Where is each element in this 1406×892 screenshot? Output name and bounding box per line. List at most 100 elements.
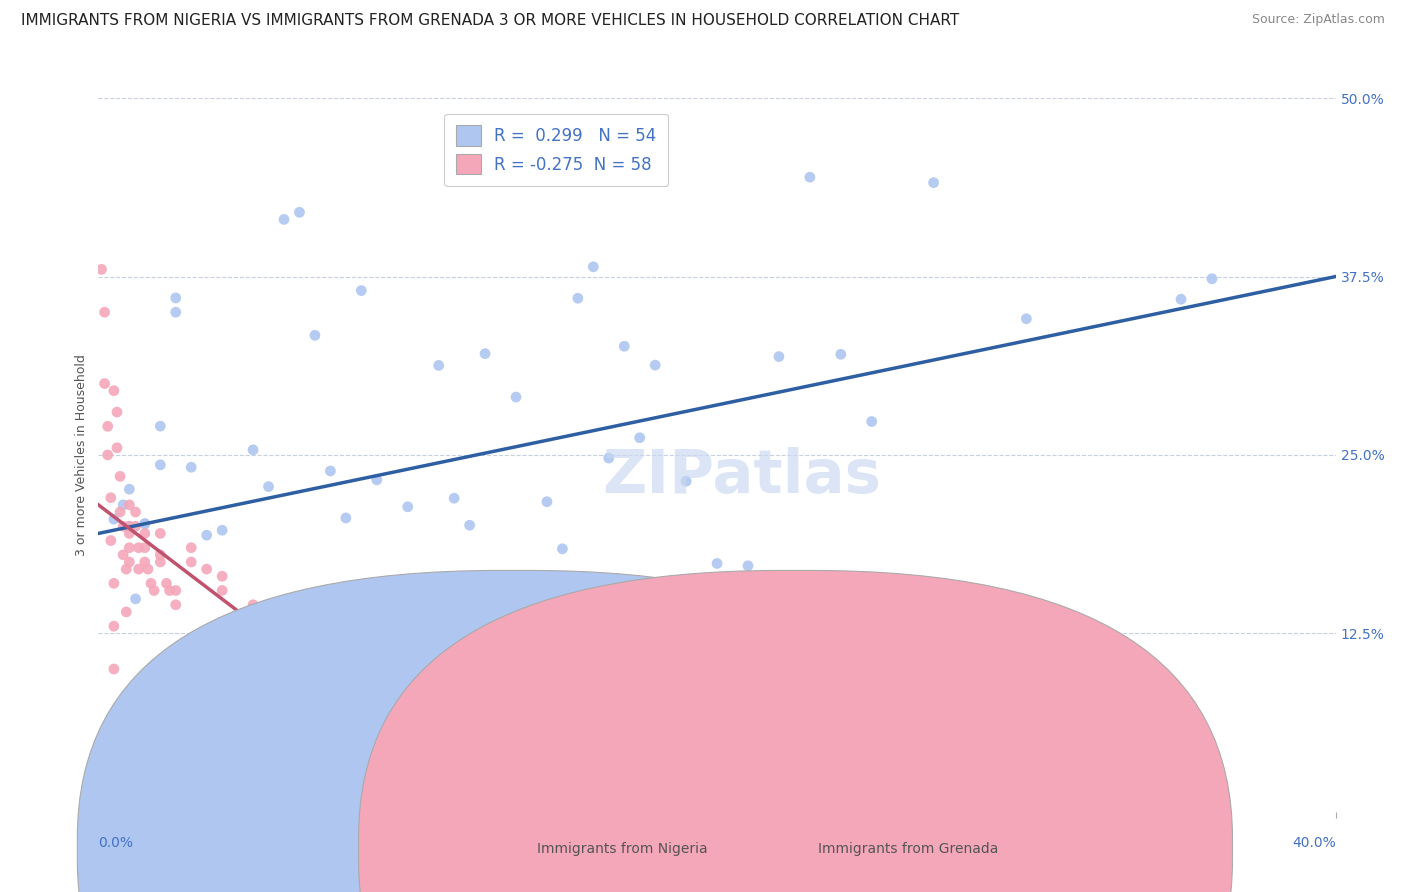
Point: [628, 431, 651, 445]
Point: [118, 498, 141, 512]
Point: [582, 755, 605, 769]
Point: [567, 291, 589, 305]
Point: [128, 541, 150, 555]
Point: [112, 498, 135, 512]
Point: [118, 555, 141, 569]
Point: [118, 519, 141, 533]
Text: Source: ZipAtlas.com: Source: ZipAtlas.com: [1251, 13, 1385, 27]
Text: ZIPatlas: ZIPatlas: [602, 447, 882, 506]
Point: [257, 480, 280, 494]
Point: [149, 526, 172, 541]
Point: [134, 526, 156, 541]
Point: [598, 450, 620, 465]
Point: [112, 548, 135, 562]
Point: [1015, 311, 1038, 326]
Point: [149, 548, 172, 562]
Point: [675, 474, 697, 488]
Point: [108, 505, 131, 519]
Point: [90, 262, 112, 277]
Point: [505, 390, 527, 404]
Point: [149, 555, 172, 569]
Point: [149, 458, 172, 472]
Point: [134, 516, 156, 531]
Point: [103, 619, 125, 633]
Point: [97, 419, 120, 434]
Point: [134, 541, 156, 555]
Point: [134, 516, 156, 531]
Point: [768, 350, 790, 364]
Point: [139, 576, 162, 591]
Point: [860, 415, 883, 429]
Point: [128, 562, 150, 576]
Legend: R =  0.299   N = 54, R = -0.275  N = 58: R = 0.299 N = 54, R = -0.275 N = 58: [444, 113, 668, 186]
Point: [706, 557, 728, 571]
Point: [737, 558, 759, 573]
Point: [922, 176, 945, 190]
Point: [149, 419, 172, 434]
Point: [381, 599, 404, 614]
Point: [304, 626, 326, 640]
Point: [180, 555, 202, 569]
Point: [288, 205, 311, 219]
Point: [159, 583, 181, 598]
Point: [211, 569, 233, 583]
Text: 40.0%: 40.0%: [1292, 836, 1336, 850]
Point: [242, 598, 264, 612]
Point: [474, 346, 496, 360]
Point: [165, 305, 187, 319]
Point: [195, 528, 218, 542]
Point: [458, 518, 481, 533]
Point: [93, 305, 115, 319]
Point: [97, 448, 120, 462]
Point: [180, 541, 202, 555]
Point: [103, 576, 125, 591]
Point: [613, 339, 636, 353]
Point: [520, 726, 543, 740]
Point: [124, 519, 146, 533]
Point: [115, 605, 138, 619]
Point: [124, 591, 146, 606]
Point: [124, 505, 146, 519]
Point: [136, 562, 159, 576]
Point: [335, 640, 357, 655]
Point: [105, 405, 128, 419]
Point: [273, 212, 295, 227]
Point: [226, 632, 249, 647]
Point: [396, 669, 419, 683]
Point: [118, 482, 141, 496]
Point: [366, 655, 388, 669]
Point: [155, 576, 177, 591]
Point: [103, 384, 125, 398]
Point: [100, 533, 122, 548]
Point: [335, 511, 357, 525]
Point: [103, 512, 125, 526]
Point: [93, 376, 115, 391]
Point: [112, 519, 135, 533]
Point: [118, 526, 141, 541]
Point: [396, 500, 419, 514]
Point: [489, 712, 512, 726]
Text: 0.0%: 0.0%: [98, 836, 134, 850]
Point: [165, 291, 187, 305]
Point: [118, 541, 141, 555]
Text: IMMIGRANTS FROM NIGERIA VS IMMIGRANTS FROM GRENADA 3 OR MORE VEHICLES IN HOUSEHO: IMMIGRANTS FROM NIGERIA VS IMMIGRANTS FR…: [21, 13, 959, 29]
Point: [134, 555, 156, 569]
Point: [551, 740, 574, 755]
Point: [551, 541, 574, 556]
Point: [350, 284, 373, 298]
Point: [211, 583, 233, 598]
Point: [115, 562, 138, 576]
Text: Immigrants from Grenada: Immigrants from Grenada: [818, 842, 998, 856]
Point: [458, 698, 481, 712]
Point: [195, 562, 218, 576]
Point: [118, 519, 141, 533]
Point: [100, 491, 122, 505]
Point: [830, 347, 852, 361]
Point: [520, 628, 543, 642]
Point: [180, 460, 202, 475]
Point: [242, 442, 264, 457]
Point: [273, 612, 295, 626]
Point: [1170, 292, 1192, 306]
Point: [319, 464, 342, 478]
Point: [165, 598, 187, 612]
